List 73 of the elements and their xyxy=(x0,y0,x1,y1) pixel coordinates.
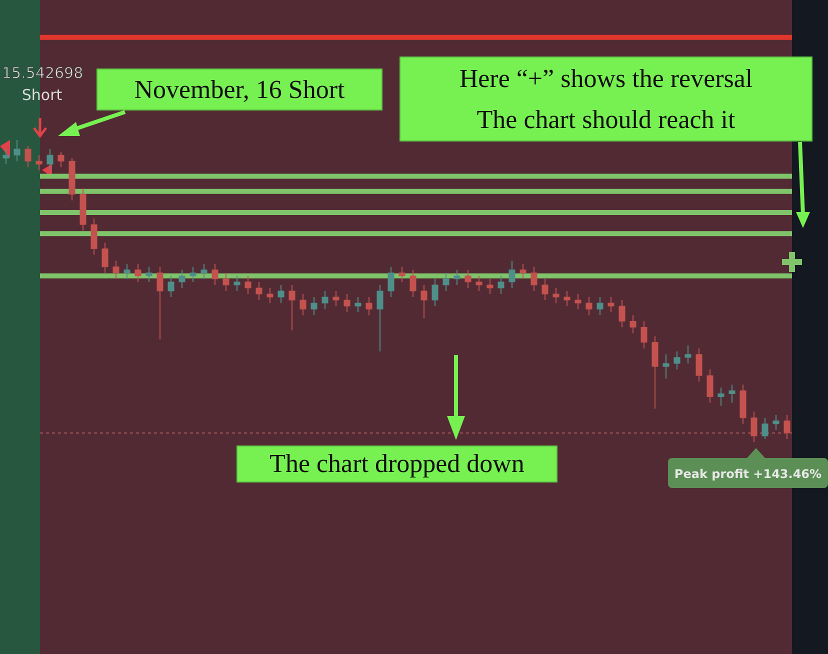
candlestick xyxy=(574,294,582,310)
candlestick xyxy=(332,290,340,307)
candlestick xyxy=(36,154,42,171)
candlestick xyxy=(278,284,284,304)
candlestick xyxy=(344,294,350,313)
text: Peak profit +143.46% xyxy=(674,467,822,481)
candlestick xyxy=(354,296,362,313)
candlestick xyxy=(586,296,592,316)
candlestick xyxy=(102,242,108,274)
text: The chart should reach it xyxy=(476,105,736,134)
candlestick xyxy=(146,266,152,282)
candlestick xyxy=(552,287,560,304)
candlestick xyxy=(388,266,394,298)
candlestick xyxy=(24,146,32,168)
candlestick xyxy=(520,263,526,280)
candlestick xyxy=(178,269,186,288)
candlestick xyxy=(530,266,538,292)
candlestick xyxy=(156,266,164,340)
candlestick xyxy=(234,275,240,292)
candlestick xyxy=(618,300,626,328)
candlestick xyxy=(200,263,208,280)
text: Here “+” shows the reversal xyxy=(459,64,753,93)
text: The chart dropped down xyxy=(270,449,524,478)
candlestick xyxy=(244,275,252,295)
candlestick xyxy=(432,278,438,307)
candlestick xyxy=(190,266,196,282)
candlestick xyxy=(288,284,296,331)
candlestick xyxy=(674,350,680,370)
candlestick xyxy=(366,296,372,316)
candlestick xyxy=(442,272,450,292)
candlestick xyxy=(58,152,64,168)
candlestick xyxy=(750,411,758,442)
candlestick xyxy=(662,354,670,380)
text: 15.542698 xyxy=(2,64,84,82)
candlestick xyxy=(212,263,218,286)
candlestick xyxy=(256,281,262,301)
candlestick xyxy=(46,148,54,171)
candlestick xyxy=(464,269,472,288)
candlestick xyxy=(134,263,142,282)
candlestick xyxy=(718,387,724,406)
text: Short xyxy=(22,86,62,104)
candlestick xyxy=(300,294,306,316)
candlestick xyxy=(376,284,384,352)
candlestick xyxy=(486,278,494,295)
candlestick xyxy=(112,260,120,280)
candlestick xyxy=(420,284,428,319)
candlestick xyxy=(608,296,614,313)
candlestick xyxy=(696,348,702,382)
candlestick xyxy=(222,272,230,292)
candlestick xyxy=(728,384,736,404)
candlestick xyxy=(640,320,648,349)
candlestick xyxy=(310,296,318,316)
candlestick xyxy=(684,344,692,364)
candlestick xyxy=(266,287,274,304)
candlestick xyxy=(596,296,604,316)
candlestick xyxy=(168,275,174,298)
candlestick xyxy=(454,269,460,286)
candlestick xyxy=(508,260,516,288)
candlestick xyxy=(124,263,130,280)
candlestick xyxy=(14,140,20,162)
candlestick xyxy=(498,275,504,295)
candlestick xyxy=(410,269,416,298)
candlestick xyxy=(398,266,406,282)
candlestick xyxy=(476,275,482,292)
candlestick xyxy=(542,278,548,301)
candlestick xyxy=(784,414,790,440)
candlestick xyxy=(706,369,714,404)
candlestick xyxy=(322,290,328,310)
candlestick xyxy=(762,417,768,440)
candlestick xyxy=(630,314,636,334)
candlestick xyxy=(772,414,780,430)
text: November, 16 Short xyxy=(134,75,346,104)
candlestick xyxy=(564,290,570,307)
